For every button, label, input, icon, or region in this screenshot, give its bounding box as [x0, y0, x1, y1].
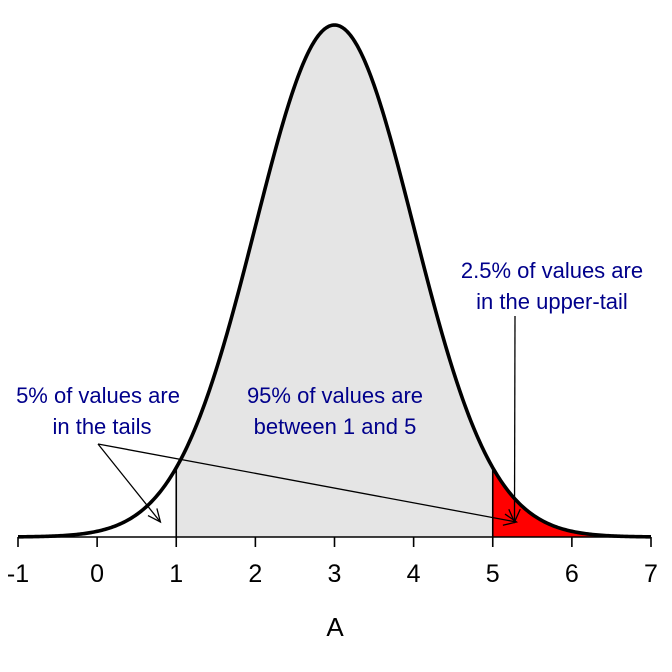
- arrow-upper-tail: [508, 315, 521, 524]
- x-tick-label: 7: [644, 560, 658, 588]
- density-curve: [17, 23, 652, 539]
- annotation-tails-line2: in the tails: [52, 414, 151, 439]
- x-tick-label: 1: [169, 560, 183, 588]
- region-middle-95: [176, 25, 493, 537]
- x-tick-label: -1: [7, 560, 29, 588]
- region-upper-tail: [492, 467, 651, 537]
- annotation-middle-line2: between 1 and 5: [254, 414, 417, 439]
- annotation-arrows: [97, 315, 521, 526]
- arrow-tails-to-upper-tail: [97, 443, 519, 526]
- x-tick-label: 6: [565, 560, 579, 588]
- x-axis-title: A: [326, 612, 344, 642]
- density-curve-layer: [17, 23, 652, 539]
- annotation-upper-tail-line2: in the upper-tail: [476, 289, 628, 314]
- interval-dividers: [175, 467, 494, 537]
- x-axis: -1 0 1 2 3 4 5 6 7: [7, 536, 658, 588]
- annotation-upper-tail-line1: 2.5% of values are: [461, 258, 643, 283]
- region-lower-tail: [18, 467, 177, 537]
- x-tick-label: 0: [90, 560, 104, 588]
- x-tick-label: 3: [328, 560, 342, 588]
- shaded-regions: [18, 25, 651, 537]
- x-tick-label: 5: [486, 560, 500, 588]
- annotation-middle-line1: 95% of values are: [247, 383, 423, 408]
- x-tick-label: 2: [248, 560, 262, 588]
- arrow-tails-to-lower-tail: [97, 443, 162, 524]
- x-tick-label: 4: [407, 560, 421, 588]
- annotation-tails-line1: 5% of values are: [16, 383, 180, 408]
